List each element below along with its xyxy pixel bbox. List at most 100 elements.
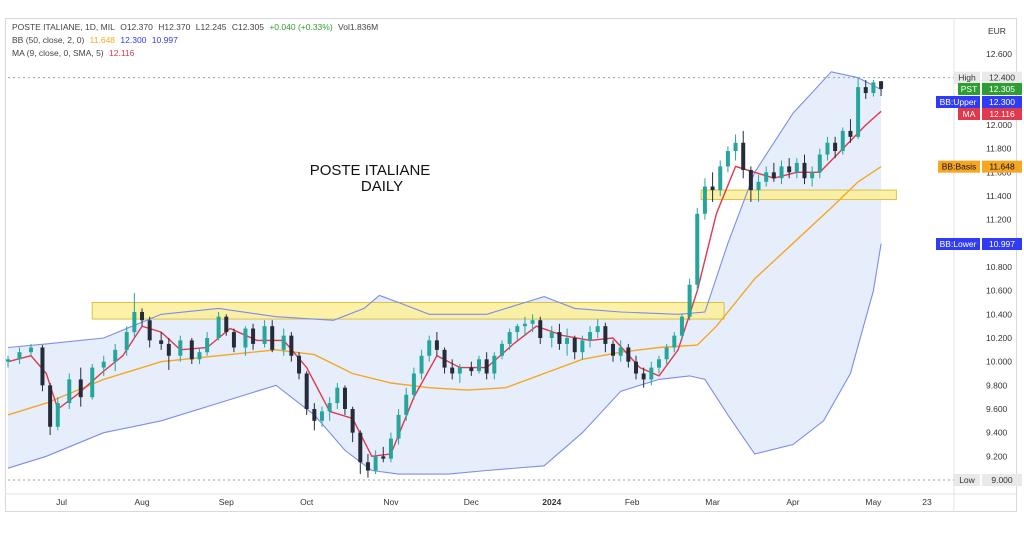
candle-body-103 [863, 87, 868, 94]
bb-lower-line [7, 243, 882, 475]
ticker-name: POSTE ITALIANE, 1D, MIL [12, 22, 115, 32]
x-tick-label-9: Apr [786, 497, 799, 507]
candle-body-0 [6, 359, 10, 362]
x-tick-label-5: Dec [464, 497, 480, 507]
candle-body-100 [840, 130, 845, 152]
y-tick-label-3: 12.000 [986, 120, 1012, 130]
price-tag-ma-label: MA [963, 109, 976, 119]
candle-body-2 [28, 347, 33, 353]
candle-body-96 [810, 172, 815, 179]
price-tag-basis-value: 11.648 [989, 162, 1015, 172]
price-tag-basis-label-bg [938, 160, 980, 173]
candle-body-66 [580, 340, 585, 353]
candle-body-38 [358, 432, 363, 463]
candle-body-19 [197, 352, 202, 360]
candle-body-20 [205, 338, 210, 353]
price-tag-upper-value: 12.300 [989, 97, 1015, 107]
y-tick-label-9: 10.800 [986, 262, 1012, 272]
candle-body-60 [530, 320, 535, 324]
candle-body-102 [856, 87, 861, 137]
candle-body-33 [320, 411, 324, 421]
candle-body-47 [427, 340, 432, 356]
high-tag-label-bg [954, 71, 980, 84]
candle-body-50 [450, 367, 455, 374]
candle-body-10 [113, 349, 118, 362]
bollinger-band-fill [8, 71, 882, 475]
candle-body-46 [419, 355, 424, 374]
price-tag-lower-value: 10.997 [989, 239, 1015, 249]
candle-body-29 [289, 335, 294, 356]
candle-body-101 [848, 130, 853, 137]
ma-legend-line: MA (9, close, 0, SMA, 5) 12.116 [12, 48, 137, 58]
ticker-change: +0.040 (+0.33%) [269, 22, 333, 32]
high-tag-value: 12.400 [989, 73, 1015, 83]
low-tag-value: 9.000 [991, 475, 1013, 485]
candle-body-37 [350, 409, 355, 433]
price-tag-ma-value: 12.116 [989, 109, 1015, 119]
candle-body-22 [224, 316, 229, 333]
candle-body-81 [695, 213, 700, 285]
price-tag-ma-label-bg [958, 108, 980, 120]
price-tag-last-value-bg [982, 83, 1022, 95]
candle-body-39 [365, 462, 370, 471]
price-tag-last-value: 12.305 [989, 84, 1015, 94]
high-tag-label: High [958, 73, 976, 83]
candle-body-99 [833, 142, 838, 152]
currency-label: EUR [988, 26, 1006, 36]
candle-body-68 [595, 326, 600, 333]
candle-body-67 [588, 332, 593, 341]
candle-body-57 [507, 332, 512, 344]
candle-body-95 [802, 162, 807, 179]
price-tag-ma-value-bg [982, 108, 1022, 120]
candle-body-42 [388, 438, 393, 459]
candle-body-76 [656, 359, 661, 368]
candle-body-56 [499, 343, 504, 356]
candle-body-62 [549, 332, 554, 338]
x-tick-label-4: Nov [383, 497, 399, 507]
ticker-legend-line: POSTE ITALIANE, 1D, MIL O12.370 H12.370 … [12, 22, 381, 32]
candle-body-75 [649, 367, 654, 380]
candle-body-61 [538, 320, 543, 338]
candle-body-7 [78, 379, 83, 398]
annotation-subtitle: DAILY [361, 178, 403, 195]
candle-body-28 [281, 335, 286, 350]
candle-body-84 [718, 166, 723, 191]
x-tick-label-11: 23 [922, 497, 932, 507]
candle-body-41 [381, 456, 386, 459]
candle-body-88 [748, 169, 753, 191]
y-tick-label-10: 10.600 [986, 286, 1012, 296]
y-tick-label-12: 10.200 [986, 333, 1012, 343]
candle-body-55 [492, 355, 497, 374]
x-tick-label-8: Mar [705, 497, 720, 507]
candle-body-21 [216, 316, 221, 338]
x-tick-label-3: Oct [300, 497, 314, 507]
candle-body-91 [771, 172, 776, 179]
ticker-close: C12.305 [231, 22, 264, 32]
price-tag-upper-label: BB:Upper [940, 97, 977, 107]
candle-body-54 [484, 359, 489, 374]
candle-body-87 [741, 142, 746, 170]
candle-body-23 [231, 332, 236, 348]
bb-upper-line [7, 71, 882, 349]
y-tick-label-11: 10.400 [986, 309, 1012, 319]
candle-body-72 [626, 347, 631, 362]
price-tag-last-label-bg [958, 83, 980, 95]
x-tick-label-2: Sep [219, 497, 234, 507]
candle-body-93 [787, 166, 792, 173]
candle-body-104 [871, 82, 876, 94]
low-tag-value-bg [982, 474, 1022, 486]
candle-body-53 [477, 359, 481, 372]
ticker-open: O12.370 [120, 22, 153, 32]
candle-body-9 [101, 361, 106, 368]
price-tag-lower-label-bg [936, 238, 980, 250]
candle-body-40 [373, 456, 378, 471]
candle-body-77 [664, 347, 669, 360]
y-tick-label-14: 9.800 [986, 380, 1008, 390]
candle-body-58 [515, 326, 520, 333]
candle-body-65 [572, 338, 577, 353]
candle-body-94 [794, 162, 799, 173]
candle-body-86 [733, 142, 738, 152]
bb-legend-line: BB (50, close, 2, 0) 11.648 12.300 10.99… [12, 35, 181, 45]
x-tick-label-6: 2024 [542, 497, 561, 507]
bb-legend-label: BB (50, close, 2, 0) [12, 35, 85, 45]
